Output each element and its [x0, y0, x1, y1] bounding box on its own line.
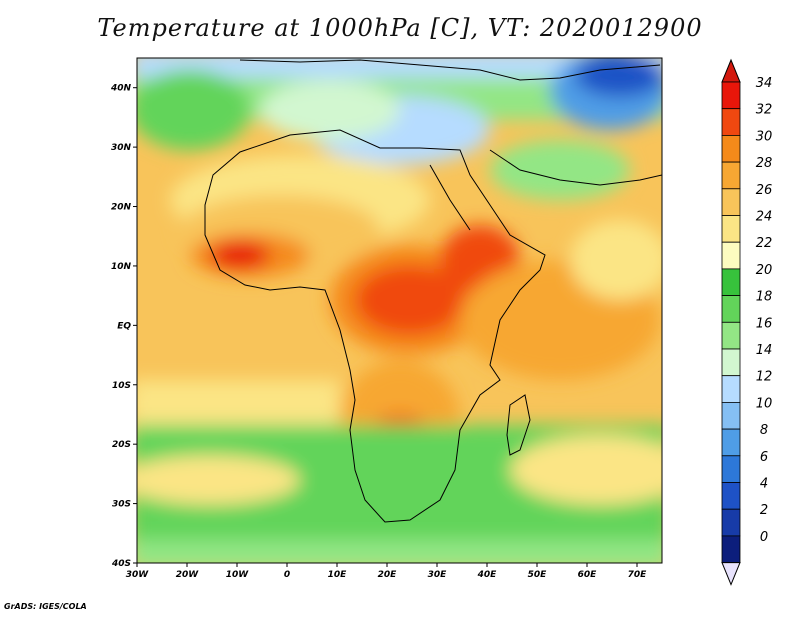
colorbar-level-label: 24	[756, 210, 773, 225]
colorbar-level-label: 18	[756, 290, 773, 305]
lon-tick-label: 30E	[428, 570, 448, 580]
colorbar-swatch	[721, 455, 741, 483]
colorbar-swatch	[721, 241, 741, 270]
colorbar-level-label: 34	[756, 76, 773, 91]
colorbar-swatch	[721, 348, 741, 377]
lon-tick-label: 30W	[126, 570, 150, 580]
colorbar-swatch	[721, 508, 741, 537]
lon-tick-label: 0	[284, 570, 290, 580]
colorbar-swatch	[721, 215, 741, 243]
temperature-field	[137, 58, 662, 563]
lat-tick-label: 10S	[112, 381, 131, 391]
colorbar-swatch	[721, 134, 741, 163]
map-frame	[136, 57, 663, 564]
colorbar-swatch	[721, 295, 741, 323]
lon-tick-label: 70E	[628, 570, 648, 580]
colorbar-level-label: 4	[760, 477, 768, 492]
lat-tick-label: 30S	[112, 500, 131, 510]
colorbar-swatch	[721, 535, 741, 564]
colorbar-swatch	[721, 268, 741, 296]
colorbar-swatch	[721, 321, 741, 350]
lat-tick-label: 10N	[111, 262, 132, 272]
lat-tick-label: 20N	[111, 203, 132, 213]
credit-text: GrADS: IGES/COLA	[4, 602, 87, 611]
colorbar-swatch	[721, 428, 741, 457]
colorbar-swatch	[721, 161, 741, 190]
colorbar-level-label: 0	[760, 530, 768, 545]
colorbar-level-label: 12	[756, 370, 773, 385]
colorbar-swatch	[721, 108, 741, 136]
colorbar-level-label: 32	[756, 103, 773, 118]
colorbar-level-label: 14	[756, 343, 773, 358]
lat-tick-label: 20S	[112, 440, 131, 450]
colorbar-level-label: 10	[756, 396, 773, 411]
colorbar-level-label: 6	[760, 450, 768, 465]
colorbar-over-triangle	[721, 58, 741, 83]
longitude-axis: 30W 20W 10W 0 10E 20E 30E 40E 50E 60E 70E	[126, 563, 647, 580]
lat-tick-label: 40N	[110, 84, 132, 94]
lon-tick-label: 10E	[328, 570, 348, 580]
latitude-axis: 40N 30N 20N 10N EQ 10S 20S 30S 40S	[110, 84, 137, 569]
colorbar-swatch	[721, 81, 741, 110]
lat-tick-label: EQ	[117, 321, 131, 331]
colorbar-level-label: 2	[760, 503, 768, 518]
colorbar-level-label: 16	[756, 316, 773, 331]
lat-tick-label: 40S	[111, 559, 131, 569]
lon-tick-label: 60E	[578, 570, 598, 580]
colorbar-under-triangle	[721, 562, 741, 586]
colorbar-level-label: 8	[760, 423, 768, 438]
colorbar-swatch	[721, 188, 741, 216]
lon-tick-label: 40E	[477, 570, 498, 580]
colorbar-swatch	[721, 482, 741, 510]
colorbar-swatch	[721, 375, 741, 403]
map-title: Temperature at 1000hPa [C], VT: 20200129…	[97, 14, 703, 42]
lon-tick-label: 10W	[226, 570, 250, 580]
colorbar-level-label: 28	[756, 156, 773, 171]
colorbar-level-label: 30	[756, 129, 773, 144]
colorbar-level-label: 26	[756, 183, 773, 198]
lon-tick-label: 20E	[378, 570, 398, 580]
lat-tick-label: 30N	[111, 143, 132, 153]
colorbar-level-label: 20	[756, 263, 773, 278]
lon-tick-label: 20W	[176, 570, 200, 580]
lon-tick-label: 50E	[528, 570, 548, 580]
colorbar-swatch	[721, 401, 741, 430]
colorbar-level-label: 22	[756, 236, 773, 251]
